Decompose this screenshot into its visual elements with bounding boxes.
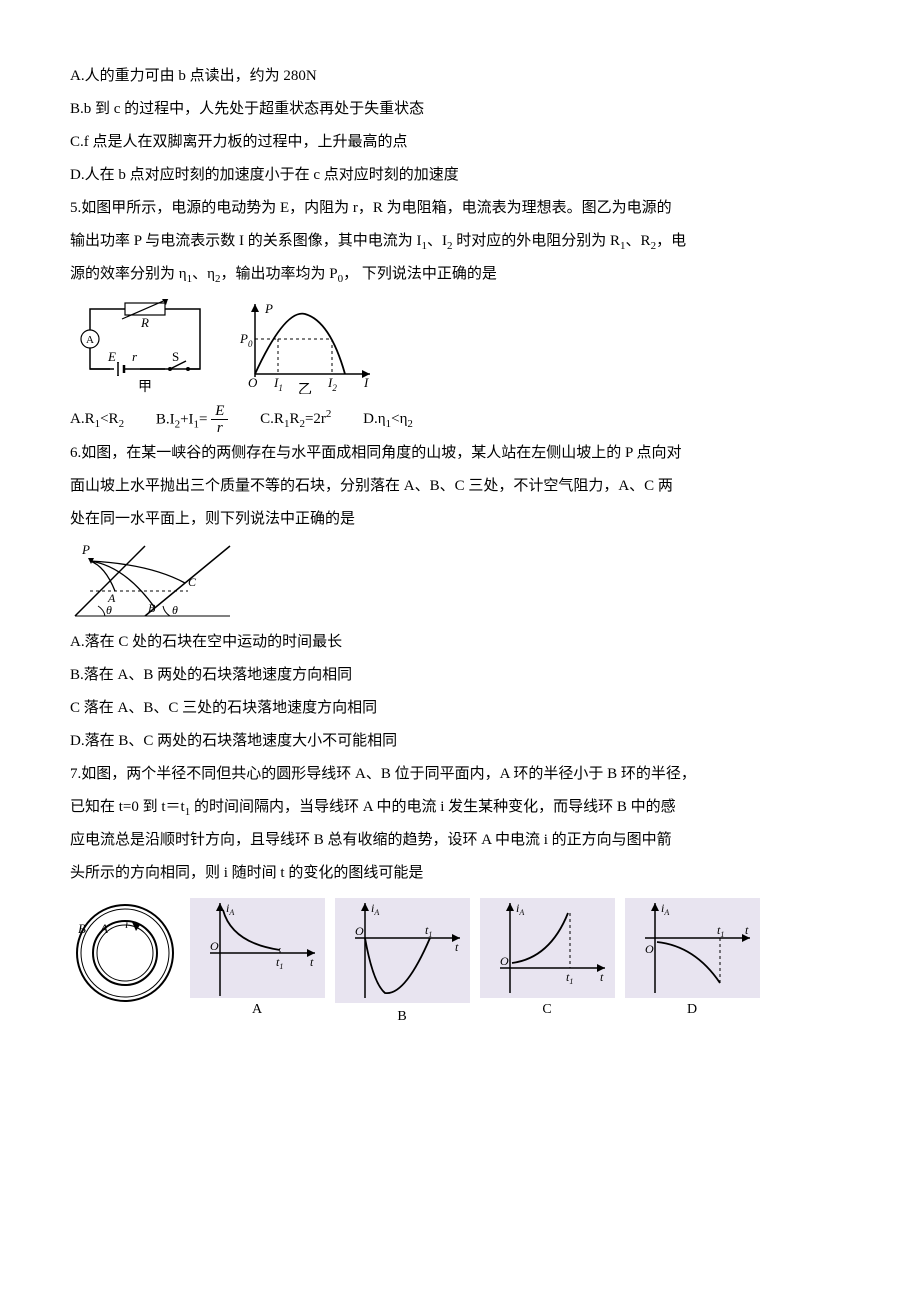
text: 源的效率分别为 η [70, 266, 187, 282]
q7-graph-a: iA O t1 t A [190, 898, 325, 1018]
text: ，电 [656, 233, 686, 249]
ring-i: i [125, 917, 128, 931]
q6-opt-a: A.落在 C 处的石块在空中运动的时间最长 [70, 626, 850, 659]
svg-text:I1: I1 [273, 375, 283, 393]
q7-stem-3: 应电流总是沿顺时针方向，且导线环 B 总有收缩的趋势，设环 A 中电流 i 的正… [70, 824, 850, 857]
q5-opt-b: B.I2+I1= Er [156, 403, 229, 437]
text: 、R [626, 233, 651, 249]
cap-a: A [252, 1002, 263, 1017]
svg-text:O: O [355, 924, 364, 938]
q7-stem-2: 已知在 t=0 到 t＝t1 的时间间隔内，当导线环 A 中的电流 i 发生某种… [70, 791, 850, 824]
q5-stem-3: 源的效率分别为 η1、η2，输出功率均为 P0， 下列说法中正确的是 [70, 258, 850, 291]
text: 已知在 t=0 到 t＝t [70, 799, 185, 815]
q5-opt-d: D.η1<η2 [363, 403, 413, 436]
q5-opt-a: A.R1<R2 [70, 403, 124, 436]
q5-graph: P I P0 O I1 I2 乙 [230, 299, 380, 394]
b-label: B [148, 601, 156, 615]
svg-text:O: O [210, 939, 219, 953]
graph-cap: 乙 [298, 382, 312, 394]
q7-figures: B A i iA O t1 t A [70, 898, 850, 1023]
q4-opt-b: B.b 到 c 的过程中，人先处于超重状态再处于失重状态 [70, 93, 850, 126]
q6-stem-3: 处在同一水平面上，则下列说法中正确的是 [70, 503, 850, 536]
cap-c: C [542, 1002, 551, 1017]
i-axis: I [363, 375, 369, 390]
text: 输出功率 P 与电流表示数 I 的关系图像，其中电流为 I [70, 233, 422, 249]
p-axis: P [264, 301, 273, 316]
q7-stem-1: 7.如图，两个半径不同但共心的圆形导线环 A、B 位于同平面内，A 环的半径小于… [70, 758, 850, 791]
svg-text:O: O [500, 954, 509, 968]
q6-opt-b: B.落在 A、B 两处的石块落地速度方向相同 [70, 659, 850, 692]
e-label: E [107, 349, 116, 364]
q6-figure: P A B C θ θ [70, 536, 850, 626]
c-label: C [188, 575, 197, 589]
p-label: P [81, 542, 90, 557]
text: ， 下列说法中正确的是 [343, 266, 497, 282]
q6-stem-1: 6.如图，在某一峡谷的两侧存在与水平面成相同角度的山坡，某人站在左侧山坡上的 P… [70, 437, 850, 470]
q5-stem-2: 输出功率 P 与电流表示数 I 的关系图像，其中电流为 I1、I2 时对应的外电… [70, 225, 850, 258]
r-label: R [140, 315, 149, 330]
text: ，输出功率均为 P [220, 266, 337, 282]
q7-stem-4: 头所示的方向相同，则 i 随时间 t 的变化的图线可能是 [70, 857, 850, 890]
q4-opt-c: C.f 点是人在双脚离开力板的过程中，上升最高的点 [70, 126, 850, 159]
q5-opt-c: C.R1R2=2r2 [260, 402, 331, 436]
q7-graph-d: iA O t1 t D [625, 898, 760, 1018]
origin: O [248, 375, 258, 390]
text: 、I [427, 233, 447, 249]
text: 、η [192, 266, 215, 282]
q7-rings: B A i [70, 898, 180, 1008]
ring-b: B [78, 921, 86, 936]
r-small-label: r [132, 349, 138, 364]
svg-text:P0: P0 [239, 331, 253, 349]
q5-options: A.R1<R2 B.I2+I1= Er C.R1R2=2r2 D.η1<η2 [70, 402, 850, 437]
ammeter-label: A [86, 334, 94, 346]
cap-b: B [397, 1009, 406, 1023]
s-label: S [172, 349, 179, 364]
text: 的时间间隔内，当导线环 A 中的电流 i 发生某种变化，而导线环 B 中的感 [190, 799, 675, 815]
circuit-cap: 甲 [138, 380, 152, 394]
ring-a: A [99, 921, 108, 936]
text: 时对应的外电阻分别为 R [453, 233, 621, 249]
theta2: θ [172, 603, 178, 617]
q7-graph-c: iA O t1 t C [480, 898, 615, 1018]
svg-text:O: O [645, 942, 654, 956]
q7-graph-b: iA O t1 t B [335, 898, 470, 1023]
cap-d: D [687, 1002, 697, 1017]
q4-opt-d: D.人在 b 点对应时刻的加速度小于在 c 点对应时刻的加速度 [70, 159, 850, 192]
q6-opt-c: C 落在 A、B、C 三处的石块落地速度方向相同 [70, 692, 850, 725]
q5-stem-1: 5.如图甲所示，电源的电动势为 E，内阻为 r，R 为电阻箱，电流表为理想表。图… [70, 192, 850, 225]
q5-circuit: R A E r S [70, 299, 220, 394]
theta1: θ [106, 603, 112, 617]
q4-opt-a: A.人的重力可由 b 点读出，约为 280N [70, 60, 850, 93]
q6-opt-d: D.落在 B、C 两处的石块落地速度大小不可能相同 [70, 725, 850, 758]
q5-figures: R A E r S [70, 299, 850, 394]
svg-text:I2: I2 [327, 375, 337, 393]
q6-stem-2: 面山坡上水平抛出三个质量不等的石块，分别落在 A、B、C 三处，不计空气阻力，A… [70, 470, 850, 503]
